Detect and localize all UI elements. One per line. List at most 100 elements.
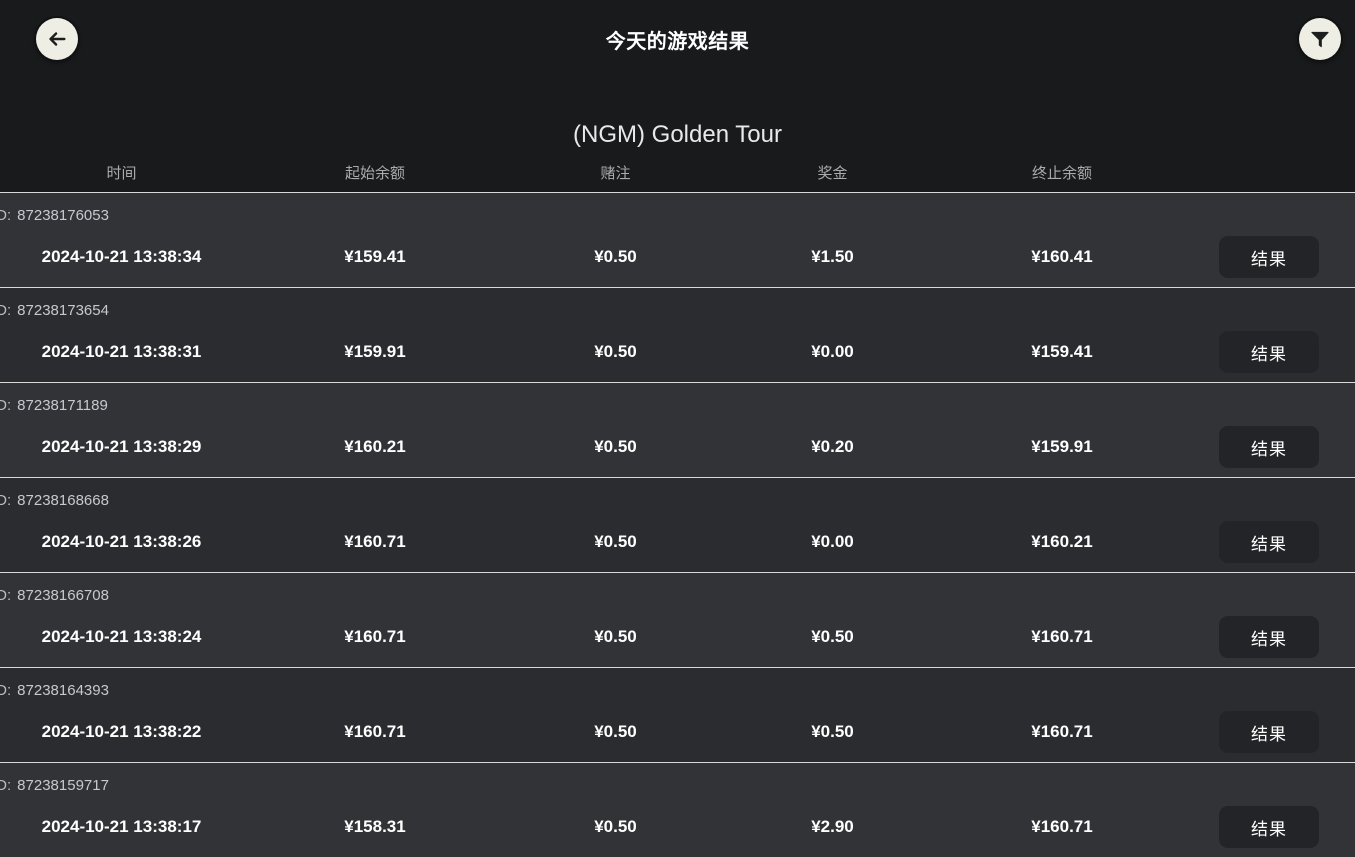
result-button[interactable]: 结果 [1219,711,1319,753]
column-header-time: 时间 [106,164,137,182]
cell-bet: ¥0.50 [594,817,637,836]
cell-end-balance: ¥160.71 [1031,817,1093,836]
table-row[interactable]: ID: 87238176053 2024-10-21 13:38:34 ¥159.41… [0,192,1355,287]
row-cells: 2024-10-21 13:38:24 ¥160.71 ¥0.50 ¥0.50 ¥160… [0,606,1355,668]
result-button[interactable]: 结果 [1219,426,1319,468]
cell-time: 2024-10-21 13:38:34 [41,247,202,266]
funnel-filter-icon [1309,28,1331,50]
cell-win: ¥0.50 [811,627,854,646]
table-row[interactable]: ID: 87238173654 2024-10-21 13:38:31 ¥159.91… [0,287,1355,382]
cell-start-balance: ¥160.71 [344,532,406,551]
result-button[interactable]: 结果 [1219,806,1319,848]
cell-win: ¥1.50 [811,247,854,266]
cell-win: ¥2.90 [811,817,854,836]
row-id-label: ID: [0,207,12,224]
row-id-label: ID: [0,492,12,509]
row-cells: 2024-10-21 13:38:29 ¥160.21 ¥0.50 ¥0.20 ¥159… [0,416,1355,478]
row-id-value: 87238173654 [17,302,109,319]
cell-action: 结果 [1183,711,1355,753]
cell-bet: ¥0.50 [594,627,637,646]
result-button[interactable]: 结果 [1219,236,1319,278]
cell-start-balance: ¥158.31 [344,817,406,836]
cell-action: 结果 [1183,331,1355,373]
row-cells: 2024-10-21 13:38:17 ¥158.31 ¥0.50 ¥2.90 ¥160… [0,796,1355,857]
row-id: ID: 87238176053 [0,207,109,224]
row-id: ID: 87238166708 [0,587,109,604]
table-column-headers: 时间 起始余额 赌注 奖金 终止余额 [0,152,1355,192]
cell-bet: ¥0.50 [594,247,637,266]
cell-end-balance: ¥160.71 [1031,722,1093,741]
row-id: ID: 87238168668 [0,492,109,509]
row-id-label: ID: [0,302,12,319]
row-id-value: 87238176053 [17,207,109,224]
cell-bet: ¥0.50 [594,532,637,551]
table-row[interactable]: ID: 87238168668 2024-10-21 13:38:26 ¥160.71… [0,477,1355,572]
cell-bet: ¥0.50 [594,342,637,361]
cell-time: 2024-10-21 13:38:29 [41,437,202,456]
column-header-end-balance: 终止余额 [1031,164,1092,182]
column-header-win: 奖金 [817,164,848,182]
row-id-label: ID: [0,682,12,699]
cell-start-balance: ¥159.41 [344,247,406,266]
cell-end-balance: ¥160.21 [1031,532,1093,551]
table-row[interactable]: ID: 87238171189 2024-10-21 13:38:29 ¥160.21… [0,382,1355,477]
cell-start-balance: ¥160.71 [344,627,406,646]
cell-win: ¥0.50 [811,722,854,741]
cell-time: 2024-10-21 13:38:24 [41,627,202,646]
page-title: 今天的游戏结果 [605,30,750,53]
cell-time: 2024-10-21 13:38:22 [41,722,202,741]
row-id-label: ID: [0,397,12,414]
cell-time: 2024-10-21 13:38:26 [41,532,202,551]
cell-action: 结果 [1183,426,1355,468]
row-id-value: 87238168668 [17,492,109,509]
cell-start-balance: ¥159.91 [344,342,406,361]
cell-end-balance: ¥160.71 [1031,627,1093,646]
cell-action: 结果 [1183,236,1355,278]
row-id-value: 87238171189 [17,397,108,414]
cell-action: 结果 [1183,521,1355,563]
results-row-list[interactable]: ID: 87238176053 2024-10-21 13:38:34 ¥159.41… [0,192,1355,857]
result-button[interactable]: 结果 [1219,331,1319,373]
cell-time: 2024-10-21 13:38:31 [41,342,202,361]
cell-end-balance: ¥159.91 [1031,437,1093,456]
row-id-value: 87238159717 [17,777,109,794]
cell-start-balance: ¥160.71 [344,722,406,741]
row-id-value: 87238166708 [17,587,109,604]
back-button[interactable] [36,18,78,60]
cell-action: 结果 [1183,806,1355,848]
cell-bet: ¥0.50 [594,437,637,456]
column-header-bet: 赌注 [600,164,631,182]
game-name: (NGM) Golden Tour [573,121,782,148]
row-id: ID: 87238173654 [0,302,109,319]
table-row[interactable]: ID: 87238159717 2024-10-21 13:38:17 ¥158.31… [0,762,1355,857]
row-cells: 2024-10-21 13:38:26 ¥160.71 ¥0.50 ¥0.00 ¥160… [0,511,1355,573]
cell-start-balance: ¥160.21 [344,437,406,456]
cell-time: 2024-10-21 13:38:17 [41,817,202,836]
column-header-start-balance: 起始余额 [344,164,405,182]
table-row[interactable]: ID: 87238166708 2024-10-21 13:38:24 ¥160.71… [0,572,1355,667]
cell-win: ¥0.20 [811,437,854,456]
row-id-label: ID: [0,587,12,604]
row-id-value: 87238164393 [17,682,109,699]
row-id: ID: 87238164393 [0,682,109,699]
result-button[interactable]: 结果 [1219,521,1319,563]
row-cells: 2024-10-21 13:38:31 ¥159.91 ¥0.50 ¥0.00 ¥159… [0,321,1355,383]
row-id: ID: 87238159717 [0,777,109,794]
filter-button[interactable] [1299,18,1341,60]
row-id: ID: 87238171189 [0,397,108,414]
cell-end-balance: ¥160.41 [1031,247,1093,266]
cell-win: ¥0.00 [811,532,854,551]
result-button[interactable]: 结果 [1219,616,1319,658]
app-header: 今天的游戏结果 [0,0,1355,78]
row-cells: 2024-10-21 13:38:34 ¥159.41 ¥0.50 ¥1.50 ¥160… [0,226,1355,288]
table-row[interactable]: ID: 87238164393 2024-10-21 13:38:22 ¥160.71… [0,667,1355,762]
cell-end-balance: ¥159.41 [1031,342,1093,361]
row-id-label: ID: [0,777,12,794]
arrow-left-icon [46,28,68,50]
cell-win: ¥0.00 [811,342,854,361]
cell-bet: ¥0.50 [594,722,637,741]
results-content: (NGM) Golden Tour 时间 起始余额 赌注 奖金 终止余额 ID:… [0,78,1355,857]
row-cells: 2024-10-21 13:38:22 ¥160.71 ¥0.50 ¥0.50 ¥160… [0,701,1355,763]
cell-action: 结果 [1183,616,1355,658]
